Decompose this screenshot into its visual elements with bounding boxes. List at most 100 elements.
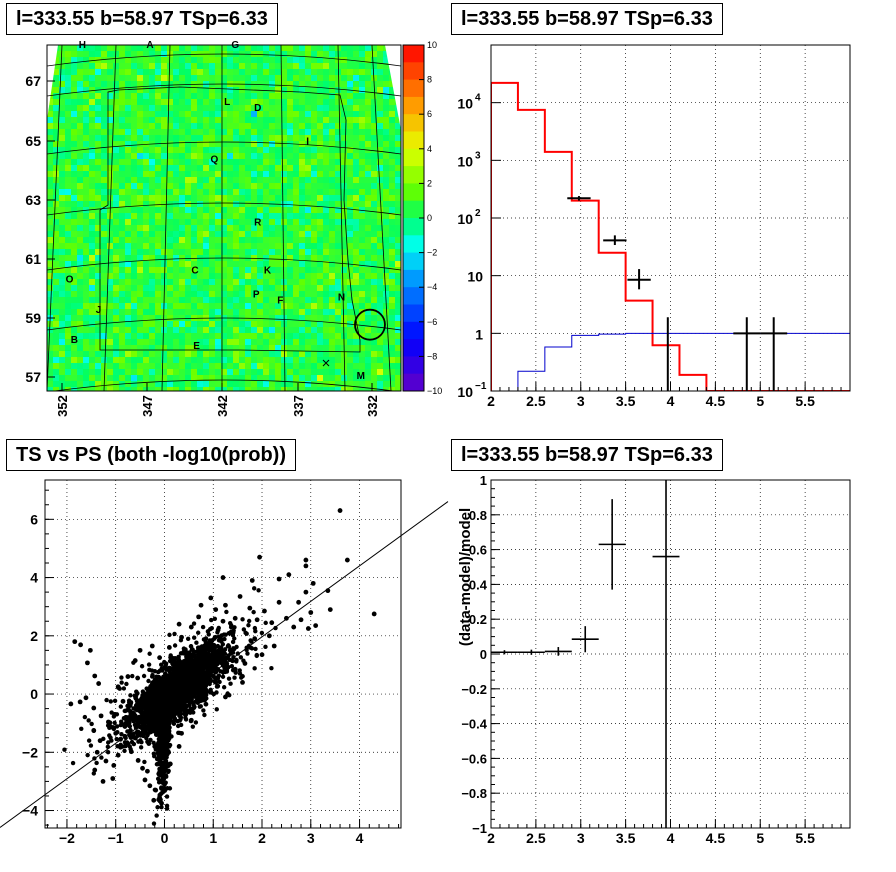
sky-map-cell <box>251 363 257 369</box>
sky-map-cell <box>161 51 167 57</box>
sky-map-cell <box>143 231 149 237</box>
sky-map-cell <box>347 363 353 369</box>
sky-map-cell <box>59 135 65 141</box>
sky-map-cell <box>77 267 83 273</box>
sky-map-cell <box>281 255 287 261</box>
sky-map-cell <box>53 279 59 285</box>
sky-map-cell <box>245 249 251 255</box>
sky-map-cell <box>353 201 359 207</box>
sky-map-cell <box>161 75 167 81</box>
sky-map-cell <box>389 213 395 219</box>
sky-map-cell <box>263 255 269 261</box>
sky-map-cell <box>221 297 227 303</box>
sky-map-cell <box>113 237 119 243</box>
sky-map-cell <box>221 357 227 363</box>
sky-map-cell <box>71 261 77 267</box>
sky-map-cell <box>263 225 269 231</box>
sky-map-cell <box>311 195 317 201</box>
sky-map-cell <box>341 135 347 141</box>
sky-map-cell <box>269 375 275 381</box>
sky-map-cell <box>131 375 137 381</box>
sky-map-cell <box>197 123 203 129</box>
sky-map-cell <box>155 267 161 273</box>
sky-map-cell <box>365 369 371 375</box>
sky-map-cell <box>299 267 305 273</box>
sky-map-cell <box>317 195 323 201</box>
sky-map-cell <box>47 375 53 381</box>
sky-map-cell <box>107 231 113 237</box>
sky-map-cell <box>239 213 245 219</box>
sky-map-cell <box>197 219 203 225</box>
sky-map-cell <box>359 303 365 309</box>
sky-map-cell <box>149 57 155 63</box>
sky-map-cell <box>335 93 341 99</box>
sky-map-cell <box>197 69 203 75</box>
sky-map-cell <box>197 321 203 327</box>
sky-map-cell <box>245 357 251 363</box>
sky-map-cell <box>335 273 341 279</box>
sky-map-cell <box>173 165 179 171</box>
sky-map-cell <box>287 273 293 279</box>
sky-map-cell <box>47 147 53 153</box>
sky-map-cell <box>221 375 227 381</box>
sky-map-cell <box>119 105 125 111</box>
sky-map-cell <box>125 99 131 105</box>
sky-map-cell <box>263 213 269 219</box>
sky-map-cell <box>209 309 215 315</box>
sky-map-cell <box>341 231 347 237</box>
sky-map-cell <box>311 369 317 375</box>
sky-map-cell <box>335 327 341 333</box>
sky-map-cell <box>173 333 179 339</box>
sky-map-cell <box>209 291 215 297</box>
sky-map-cell <box>137 171 143 177</box>
sky-map-cell <box>365 75 371 81</box>
sky-map-cell <box>101 45 107 51</box>
sky-map-cell <box>251 219 257 225</box>
sky-map-cell <box>353 387 359 391</box>
sky-map-cell <box>329 243 335 249</box>
sky-map-cell <box>263 165 269 171</box>
sky-map-cell <box>293 135 299 141</box>
sky-map-cell <box>89 375 95 381</box>
sky-map-cell <box>305 327 311 333</box>
sky-map-cell <box>95 387 101 391</box>
sky-map-cell <box>137 207 143 213</box>
sky-map-cell <box>65 189 71 195</box>
sky-map-cell <box>317 93 323 99</box>
sky-map-marker-label: A <box>146 40 153 51</box>
sky-map-cell <box>173 63 179 69</box>
sky-map-cell <box>101 105 107 111</box>
ts-hist-ytick-exponent: 4 <box>475 93 481 104</box>
sky-map-cell <box>71 345 77 351</box>
sky-map-cell <box>233 75 239 81</box>
sky-map-cell <box>101 147 107 153</box>
sky-map-cell <box>395 291 401 297</box>
sky-map-cell <box>95 273 101 279</box>
sky-map-cell <box>155 369 161 375</box>
sky-map-cell <box>365 93 371 99</box>
sky-map-cell <box>155 57 161 63</box>
sky-map-cell <box>245 231 251 237</box>
sky-map-cell <box>107 345 113 351</box>
sky-map-cell <box>329 93 335 99</box>
sky-map-cell <box>329 171 335 177</box>
sky-map-cell <box>161 231 167 237</box>
sky-map-cell <box>341 381 347 387</box>
sky-map-cell <box>185 57 191 63</box>
sky-map-cell <box>257 243 263 249</box>
sky-map-cell <box>215 225 221 231</box>
sky-map-cell <box>197 387 203 391</box>
sky-map-cell <box>191 105 197 111</box>
sky-map-cell <box>317 105 323 111</box>
sky-map-cell <box>77 93 83 99</box>
sky-map-cell <box>257 303 263 309</box>
sky-map-cell <box>95 213 101 219</box>
sky-map-cell <box>137 375 143 381</box>
sky-map-cell <box>227 183 233 189</box>
sky-map-cell <box>101 249 107 255</box>
sky-map-cell <box>77 183 83 189</box>
sky-map-cell <box>125 333 131 339</box>
sky-map-cell <box>305 375 311 381</box>
sky-map-cell <box>59 273 65 279</box>
